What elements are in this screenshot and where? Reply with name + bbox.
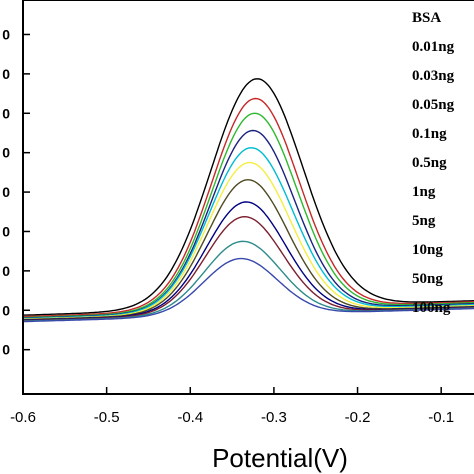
y-tick-label: 0 [2, 66, 10, 82]
plot-lines [22, 78, 474, 323]
y-tick-label: 0 [2, 145, 10, 161]
x-tick-label: -0.5 [94, 409, 120, 426]
legend-label: 1ng [412, 184, 436, 200]
y-tick-label: 0 [2, 223, 10, 239]
series-line-3 [22, 129, 474, 319]
series-line-2 [22, 112, 474, 319]
legend: BSA 0.01ng 0.03ng 0.05ng 0.1ng 0.5ng 1ng 5ng 10n… [412, 10, 455, 316]
y-tick-label: 0 [2, 342, 10, 358]
y-tick-label: 0 [2, 263, 10, 279]
x-tick-label: -0.6 [10, 409, 36, 426]
series-line-1 [22, 97, 474, 318]
legend-label: 100ng [412, 300, 451, 316]
legend-label: 0.03ng [412, 68, 455, 84]
x-tick-label: -0.3 [261, 409, 287, 426]
series-line-0 [22, 78, 474, 316]
x-axis-title: Potential(V) [212, 443, 348, 473]
x-tick-label: -0.2 [345, 409, 371, 426]
series-line-6 [23, 179, 474, 321]
y-tick-label: 0 [2, 184, 10, 200]
y-tick-label: 0 [2, 302, 10, 318]
legend-label: BSA [412, 10, 441, 26]
legend-label: 0.05ng [412, 97, 455, 113]
legend-label: 0.5ng [412, 155, 447, 171]
series-line-4 [23, 147, 474, 320]
series-line-5 [23, 161, 474, 320]
plot-frame [22, 0, 474, 395]
y-axis-ticks: 0 0 0 0 0 0 0 0 0 [2, 26, 30, 358]
x-tick-label: -0.4 [177, 409, 203, 426]
series-line-10 [22, 257, 474, 323]
legend-label: 10ng [412, 242, 443, 258]
legend-label: 50ng [412, 271, 443, 287]
y-tick-label: 0 [2, 26, 10, 42]
legend-label: 0.1ng [412, 126, 447, 142]
x-tick-label: -0.1 [428, 409, 454, 426]
y-tick-label: 0 [2, 105, 10, 121]
legend-label: 5ng [412, 213, 436, 229]
x-axis-ticks: -0.6 -0.5 -0.4 -0.3 -0.2 -0.1 [10, 387, 454, 426]
legend-label: 0.01ng [412, 39, 455, 55]
